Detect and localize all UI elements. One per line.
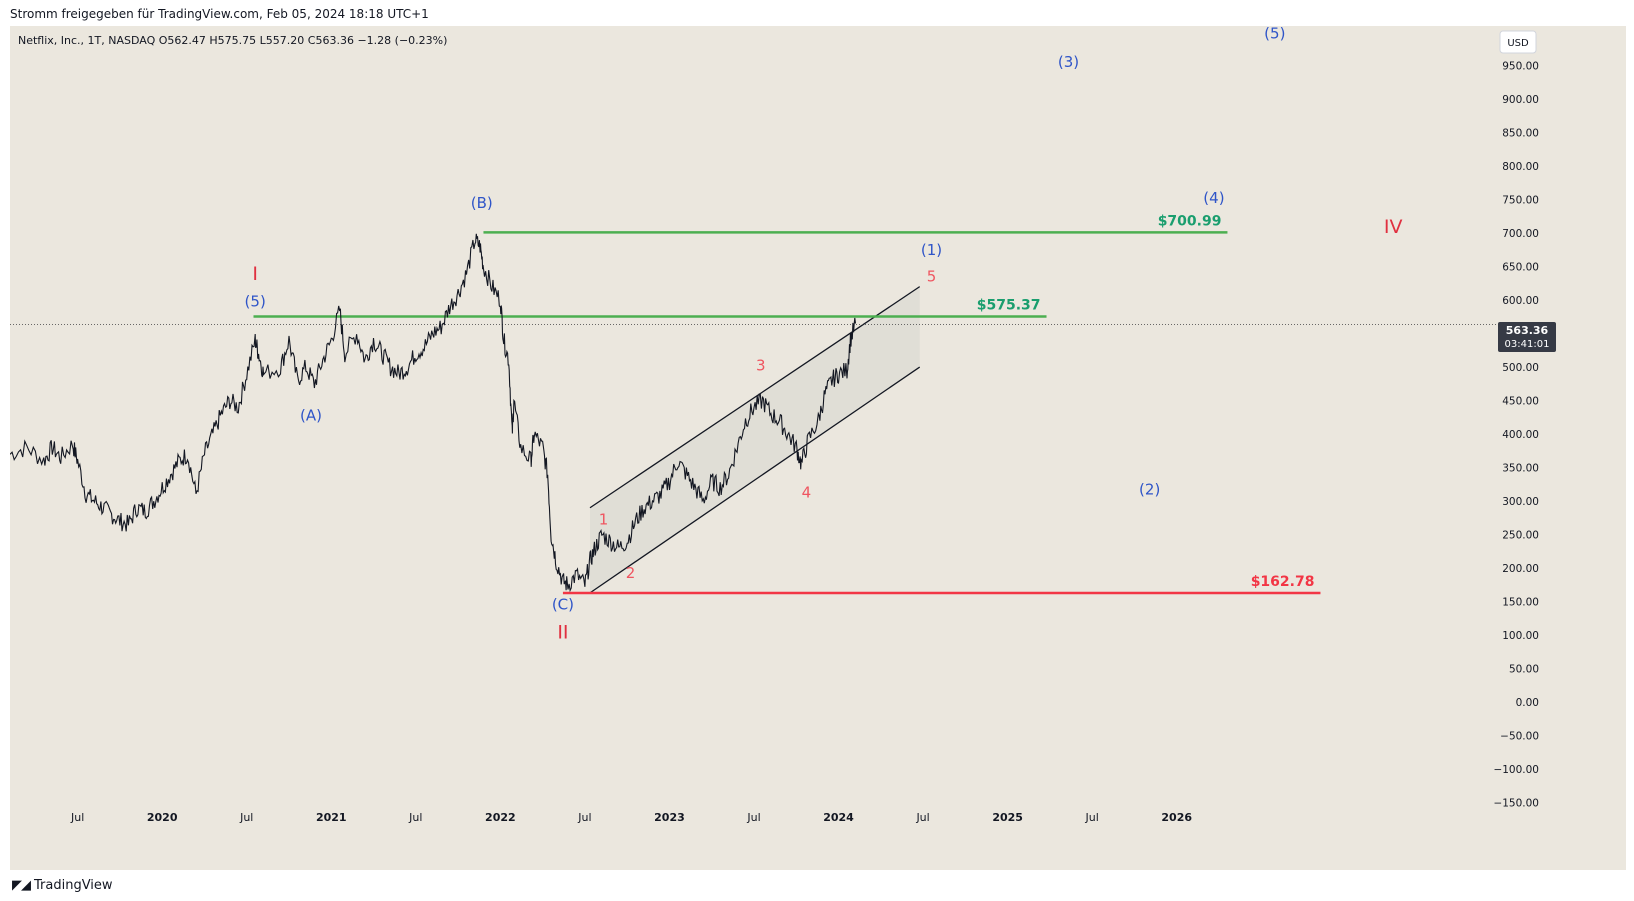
x-tick-label: 2024 — [823, 811, 854, 824]
y-tick-label: 250.00 — [1502, 530, 1539, 542]
y-tick-label: 150.00 — [1502, 597, 1539, 609]
y-tick-label: 350.00 — [1502, 463, 1539, 475]
y-tick-label: 50.00 — [1509, 664, 1539, 676]
wave-label: (B) — [471, 194, 493, 212]
level-label: $700.99 — [1158, 213, 1222, 229]
y-tick-label: 800.00 — [1502, 161, 1539, 173]
wave-label: 5 — [927, 267, 937, 285]
channel-lower-line — [589, 366, 921, 594]
channel-upper-line — [589, 286, 921, 509]
annotations-layer: I (5) (A) (B) (C) II 1 2 3 4 5 (1) (2) (3) (4) (5) IV — [245, 25, 1403, 644]
x-tick-label: Jul — [239, 811, 253, 824]
tradingview-logo-icon: ◤◢ — [12, 878, 31, 893]
y-tick-label: 600.00 — [1502, 295, 1539, 307]
series-layer — [9, 233, 857, 593]
y-tick-label: 450.00 — [1502, 396, 1539, 408]
x-tick-label: Jul — [70, 811, 84, 824]
y-tick-label: 650.00 — [1502, 262, 1539, 274]
x-tick-label: 2022 — [485, 811, 516, 824]
wave-label: 4 — [802, 484, 812, 502]
y-tick-label: 950.00 — [1502, 61, 1539, 73]
levels-layer: $700.99 $575.37 $162.78 — [10, 213, 1498, 595]
wave-label: (5) — [245, 293, 266, 311]
y-tick-label: 900.00 — [1502, 94, 1539, 106]
y-tick-label: 750.00 — [1502, 195, 1539, 207]
y-tick-label: 700.00 — [1502, 228, 1539, 240]
y-tick-label: −150.00 — [1493, 798, 1539, 810]
attribution-text: Stromm freigegeben für TradingView.com, … — [10, 7, 429, 21]
channel-layer — [589, 286, 921, 594]
price-series-line — [9, 233, 857, 593]
last-price-tag: 563.36 03:41:01 — [1498, 322, 1556, 352]
footer-brand: TradingView — [34, 878, 113, 893]
last-price-value: 563.36 — [1506, 324, 1549, 337]
y-tick-label: 300.00 — [1502, 496, 1539, 508]
x-tick-label: 2020 — [147, 811, 178, 824]
x-tick-label: 2026 — [1161, 811, 1192, 824]
y-tick-label: 500.00 — [1502, 362, 1539, 374]
y-tick-label: 850.00 — [1502, 128, 1539, 140]
time-axis[interactable]: Jul 2020 Jul 2021 Jul 2022 Jul 2023 Jul 2024 Jul 20… — [70, 811, 1192, 824]
x-tick-label: Jul — [746, 811, 760, 824]
last-price-countdown: 03:41:01 — [1505, 339, 1550, 350]
y-tick-label: −100.00 — [1493, 764, 1539, 776]
y-tick-label: 200.00 — [1502, 563, 1539, 575]
chart-frame[interactable]: Netflix, Inc., 1T, NASDAQ O562.47 H575.7… — [9, 25, 1626, 870]
x-tick-label: Jul — [915, 811, 929, 824]
y-tick-label: 400.00 — [1502, 429, 1539, 441]
x-tick-label: 2025 — [992, 811, 1023, 824]
wave-label: (C) — [552, 596, 574, 614]
channel-fill — [589, 286, 920, 593]
wave-label: (2) — [1139, 480, 1160, 498]
y-tick-label: 0.00 — [1516, 697, 1539, 709]
level-label: $575.37 — [977, 298, 1041, 314]
symbol-legend: Netflix, Inc., 1T, NASDAQ O562.47 H575.7… — [18, 34, 447, 47]
price-chart[interactable]: Netflix, Inc., 1T, NASDAQ O562.47 H575.7… — [9, 25, 1626, 870]
wave-label: 3 — [756, 356, 766, 374]
level-label: $162.78 — [1251, 574, 1315, 590]
wave-label: 2 — [626, 564, 636, 582]
footer: ◤◢ TradingView — [12, 878, 113, 893]
wave-label: (1) — [921, 241, 942, 259]
x-tick-label: Jul — [1085, 811, 1099, 824]
x-tick-label: Jul — [577, 811, 591, 824]
wave-label: (3) — [1058, 53, 1079, 71]
currency-label: USD — [1507, 38, 1529, 49]
y-tick-label: −50.00 — [1500, 731, 1539, 743]
wave-label: (A) — [300, 407, 322, 425]
wave-label: (4) — [1203, 189, 1224, 207]
x-tick-label: 2023 — [654, 811, 685, 824]
wave-label: (5) — [1264, 26, 1285, 43]
currency-box[interactable] — [1499, 30, 1537, 54]
wave-label: 1 — [599, 511, 609, 529]
y-tick-label: 100.00 — [1502, 630, 1539, 642]
x-tick-label: 2021 — [316, 811, 347, 824]
wave-label: I — [252, 263, 258, 285]
x-tick-label: Jul — [408, 811, 422, 824]
wave-label: IV — [1384, 216, 1403, 238]
price-axis[interactable]: USD 950.00 900.00 850.00 800.00 750.00 700.00… — [1493, 30, 1539, 810]
wave-label: II — [557, 621, 568, 643]
